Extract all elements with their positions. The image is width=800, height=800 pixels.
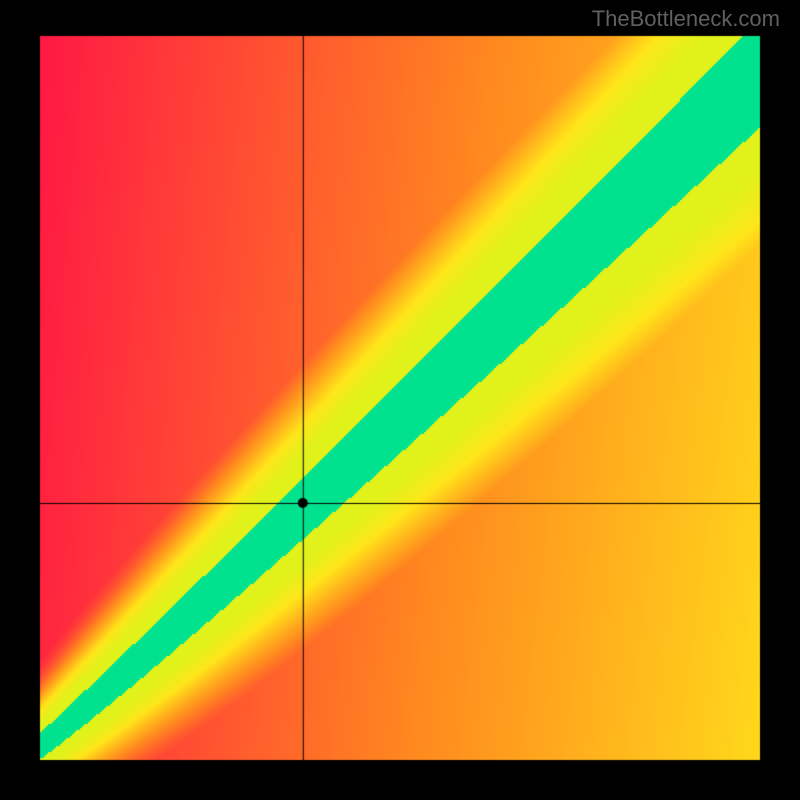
watermark-text: TheBottleneck.com <box>592 6 780 32</box>
heatmap-canvas <box>0 0 800 800</box>
chart-container: TheBottleneck.com <box>0 0 800 800</box>
